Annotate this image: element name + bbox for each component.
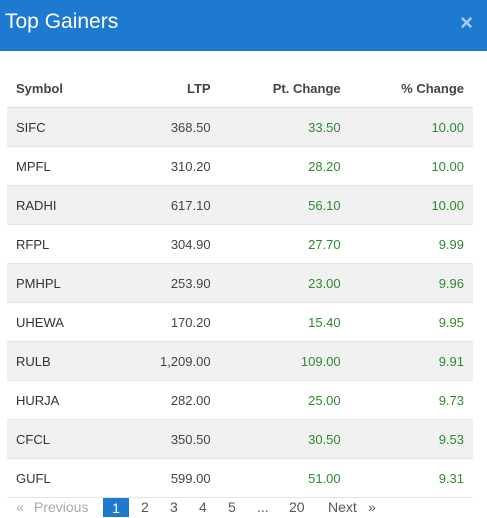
pct-change-cell: 10.00 bbox=[340, 107, 473, 147]
symbol-cell[interactable]: GUFL bbox=[7, 458, 122, 498]
ltp-cell: 253.90 bbox=[121, 263, 211, 303]
modal-header: Top Gainers × bbox=[0, 0, 487, 51]
symbol-cell[interactable]: SIFC bbox=[7, 107, 122, 147]
table-row[interactable]: RADHI 617.10 56.10 10.00 bbox=[7, 185, 473, 225]
pt-change-cell: 25.00 bbox=[210, 380, 341, 420]
pagination-ellipsis: ... bbox=[257, 499, 269, 515]
table-row[interactable]: RFPL 304.90 27.70 9.99 bbox=[7, 224, 473, 264]
table-header-row: Symbol LTP Pt. Change % Change bbox=[7, 69, 473, 108]
pt-change-cell: 30.50 bbox=[210, 419, 341, 459]
pct-change-cell: 10.00 bbox=[340, 185, 473, 225]
symbol-cell[interactable]: MPFL bbox=[7, 146, 122, 186]
column-header-symbol[interactable]: Symbol bbox=[7, 69, 122, 108]
pagination: « Previous 1 2 3 4 5 ... 20 Next » bbox=[0, 497, 487, 517]
ltp-cell: 1,209.00 bbox=[121, 341, 211, 381]
symbol-cell[interactable]: RULB bbox=[7, 341, 122, 381]
column-header-pct-change[interactable]: % Change bbox=[340, 69, 473, 108]
pct-change-cell: 9.99 bbox=[340, 224, 473, 264]
pct-change-cell: 9.73 bbox=[340, 380, 473, 420]
page-link-20[interactable]: 20 bbox=[289, 499, 305, 515]
pt-change-cell: 109.00 bbox=[210, 341, 341, 381]
ltp-cell: 368.50 bbox=[121, 107, 211, 147]
page-link-1[interactable]: 1 bbox=[103, 498, 129, 517]
pct-change-cell: 9.96 bbox=[340, 263, 473, 303]
table-row[interactable]: SIFC 368.50 33.50 10.00 bbox=[7, 107, 473, 147]
pt-change-cell: 23.00 bbox=[210, 263, 341, 303]
next-page-link[interactable]: Next bbox=[328, 499, 357, 515]
symbol-cell[interactable]: RFPL bbox=[7, 224, 122, 264]
table-row[interactable]: RULB 1,209.00 109.00 9.91 bbox=[7, 341, 473, 381]
next-arrow-icon[interactable]: » bbox=[368, 499, 376, 515]
pct-change-cell: 9.31 bbox=[340, 458, 473, 498]
symbol-cell[interactable]: RADHI bbox=[7, 185, 122, 225]
ltp-cell: 304.90 bbox=[121, 224, 211, 264]
table-row[interactable]: CFCL 350.50 30.50 9.53 bbox=[7, 419, 473, 459]
table-row[interactable]: HURJA 282.00 25.00 9.73 bbox=[7, 380, 473, 420]
pct-change-cell: 9.53 bbox=[340, 419, 473, 459]
page-link-5[interactable]: 5 bbox=[228, 499, 236, 515]
symbol-cell[interactable]: HURJA bbox=[7, 380, 122, 420]
table-row[interactable]: MPFL 310.20 28.20 10.00 bbox=[7, 146, 473, 186]
ltp-cell: 310.20 bbox=[121, 146, 211, 186]
ltp-cell: 350.50 bbox=[121, 419, 211, 459]
table-row[interactable]: PMHPL 253.90 23.00 9.96 bbox=[7, 263, 473, 303]
table-row[interactable]: GUFL 599.00 51.00 9.31 bbox=[7, 458, 473, 498]
page-link-3[interactable]: 3 bbox=[170, 499, 178, 515]
page-link-4[interactable]: 4 bbox=[199, 499, 207, 515]
pt-change-cell: 56.10 bbox=[210, 185, 341, 225]
page-link-2[interactable]: 2 bbox=[141, 499, 149, 515]
ltp-cell: 599.00 bbox=[121, 458, 211, 498]
pt-change-cell: 15.40 bbox=[210, 302, 341, 342]
column-header-pt-change[interactable]: Pt. Change bbox=[210, 69, 341, 108]
ltp-cell: 170.20 bbox=[121, 302, 211, 342]
pt-change-cell: 28.20 bbox=[210, 146, 341, 186]
symbol-cell[interactable]: UHEWA bbox=[7, 302, 122, 342]
modal-title: Top Gainers bbox=[5, 10, 119, 33]
ltp-cell: 282.00 bbox=[121, 380, 211, 420]
ltp-cell: 617.10 bbox=[121, 185, 211, 225]
pt-change-cell: 33.50 bbox=[210, 107, 341, 147]
previous-arrow-icon: « bbox=[16, 499, 24, 515]
gainers-table-panel: Symbol LTP Pt. Change % Change SIFC 368.5… bbox=[7, 69, 479, 517]
previous-page-link: Previous bbox=[34, 499, 89, 515]
gainers-table: Symbol LTP Pt. Change % Change SIFC 368.5… bbox=[7, 69, 473, 498]
pct-change-cell: 9.95 bbox=[340, 302, 473, 342]
symbol-cell[interactable]: PMHPL bbox=[7, 263, 122, 303]
pct-change-cell: 9.91 bbox=[340, 341, 473, 381]
table-row[interactable]: UHEWA 170.20 15.40 9.95 bbox=[7, 302, 473, 342]
column-header-ltp[interactable]: LTP bbox=[121, 69, 211, 108]
symbol-cell[interactable]: CFCL bbox=[7, 419, 122, 459]
close-icon[interactable]: × bbox=[460, 10, 473, 35]
pt-change-cell: 27.70 bbox=[210, 224, 341, 264]
pct-change-cell: 10.00 bbox=[340, 146, 473, 186]
pt-change-cell: 51.00 bbox=[210, 458, 341, 498]
